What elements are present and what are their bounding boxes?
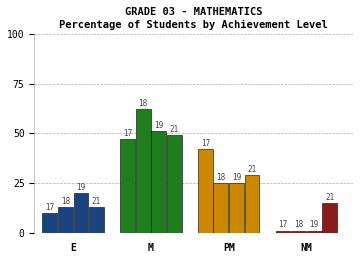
Text: 18: 18	[61, 197, 70, 206]
Bar	[58, 207, 73, 233]
Text: 21: 21	[325, 193, 334, 202]
Text: 19: 19	[76, 183, 86, 192]
Bar	[276, 231, 291, 233]
Text: 18: 18	[139, 99, 148, 108]
Bar	[198, 149, 213, 233]
Bar	[244, 175, 259, 233]
Bar	[291, 231, 306, 233]
Text: 17: 17	[123, 129, 132, 138]
Text: PM: PM	[223, 243, 234, 253]
Text: 17: 17	[278, 220, 288, 230]
Bar	[167, 135, 182, 233]
Bar	[151, 131, 166, 233]
Text: M: M	[148, 243, 154, 253]
Text: 17: 17	[201, 139, 210, 148]
Title: GRADE 03 - MATHEMATICS
Percentage of Students by Achievement Level: GRADE 03 - MATHEMATICS Percentage of Stu…	[59, 7, 328, 30]
Text: 18: 18	[216, 173, 225, 182]
Bar	[73, 193, 88, 233]
Text: NM: NM	[301, 243, 312, 253]
Text: E: E	[70, 243, 76, 253]
Text: 21: 21	[247, 165, 257, 174]
Bar	[322, 203, 337, 233]
Text: 19: 19	[154, 121, 163, 130]
Text: 17: 17	[45, 203, 54, 212]
Bar	[89, 207, 104, 233]
Bar	[120, 139, 135, 233]
Bar	[136, 109, 150, 233]
Bar	[42, 213, 57, 233]
Text: 19: 19	[310, 220, 319, 230]
Bar	[213, 183, 228, 233]
Text: 21: 21	[170, 125, 179, 134]
Text: 19: 19	[232, 173, 241, 182]
Bar	[307, 231, 321, 233]
Bar	[229, 183, 244, 233]
Text: 18: 18	[294, 220, 303, 230]
Text: 21: 21	[92, 197, 101, 206]
